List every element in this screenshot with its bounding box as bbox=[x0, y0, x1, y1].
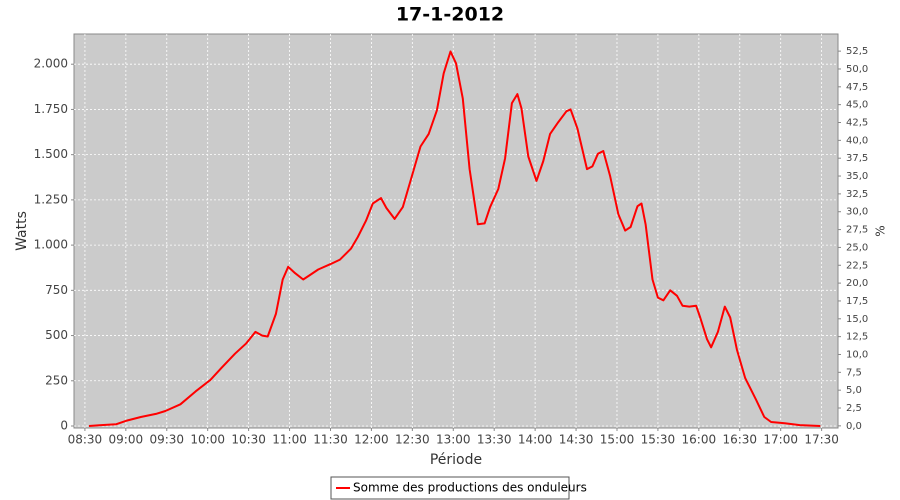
y2-tick-label: 37,5 bbox=[846, 153, 868, 164]
y-tick-label: 1.500 bbox=[34, 147, 68, 161]
plot-area bbox=[73, 33, 839, 429]
chart-title: 17-1-2012 bbox=[396, 4, 504, 26]
y-tick-label: 750 bbox=[45, 283, 68, 297]
y2-tick-label: 30,0 bbox=[846, 207, 868, 218]
y2-tick-label: 10,0 bbox=[846, 349, 868, 360]
y2-tick-label: 20,0 bbox=[846, 278, 868, 289]
y-tick-label: 500 bbox=[45, 328, 68, 342]
legend-label: Somme des productions des onduleurs bbox=[353, 481, 587, 495]
y-tick-label: 2.000 bbox=[34, 57, 68, 71]
y2-tick-label: 12,5 bbox=[846, 332, 868, 343]
y-tick-label: 1.750 bbox=[34, 102, 68, 116]
y2-tick-label: 27,5 bbox=[846, 225, 868, 236]
x-tick-label: 12:00 bbox=[354, 433, 389, 447]
y2-tick-label: 40,0 bbox=[846, 135, 868, 146]
y2-tick-label: 25,0 bbox=[846, 242, 868, 253]
x-tick-label: 10:30 bbox=[231, 433, 266, 447]
y2-tick-label: 32,5 bbox=[846, 189, 868, 200]
x-tick-label: 16:30 bbox=[722, 433, 757, 447]
x-tick-label: 14:00 bbox=[518, 433, 553, 447]
x-tick-label: 13:30 bbox=[477, 433, 512, 447]
y-tick-label: 1.250 bbox=[34, 192, 68, 206]
y2-tick-label: 50,0 bbox=[846, 64, 868, 75]
x-tick-label: 17:30 bbox=[804, 433, 839, 447]
x-tick-label: 09:30 bbox=[149, 433, 184, 447]
y2-tick-label: 0,0 bbox=[846, 421, 862, 432]
x-tick-label: 11:00 bbox=[272, 433, 307, 447]
y2-tick-label: 45,0 bbox=[846, 100, 868, 111]
y-axis-label: Watts bbox=[14, 211, 30, 251]
y2-axis-label: % bbox=[874, 225, 888, 236]
x-tick-label: 13:00 bbox=[436, 433, 471, 447]
x-axis-label: Période bbox=[430, 452, 482, 468]
y2-tick-label: 15,0 bbox=[846, 314, 868, 325]
x-tick-label: 12:30 bbox=[395, 433, 430, 447]
y2-tick-label: 42,5 bbox=[846, 118, 868, 129]
x-tick-label: 10:00 bbox=[190, 433, 225, 447]
y-tick-label: 250 bbox=[45, 373, 68, 387]
legend bbox=[330, 476, 570, 500]
x-tick-label: 16:00 bbox=[682, 433, 717, 447]
y2-tick-label: 52,5 bbox=[846, 46, 868, 57]
x-tick-label: 08:30 bbox=[68, 433, 103, 447]
x-tick-label: 14:30 bbox=[559, 433, 594, 447]
y-tick-label: 0 bbox=[60, 419, 68, 433]
y2-tick-label: 17,5 bbox=[846, 296, 868, 307]
y-tick-label: 1.000 bbox=[34, 238, 68, 252]
x-tick-label: 11:30 bbox=[313, 433, 348, 447]
y2-tick-label: 7,5 bbox=[846, 367, 862, 378]
x-tick-label: 09:00 bbox=[109, 433, 144, 447]
x-tick-label: 17:00 bbox=[763, 433, 798, 447]
x-tick-label: 15:00 bbox=[600, 433, 635, 447]
y2-tick-label: 5,0 bbox=[846, 385, 862, 396]
y2-tick-label: 35,0 bbox=[846, 171, 868, 182]
x-tick-label: 15:30 bbox=[641, 433, 676, 447]
y2-tick-label: 22,5 bbox=[846, 260, 868, 271]
line-series bbox=[88, 50, 821, 427]
y2-tick-label: 47,5 bbox=[846, 82, 868, 93]
y2-tick-label: 2,5 bbox=[846, 403, 862, 414]
